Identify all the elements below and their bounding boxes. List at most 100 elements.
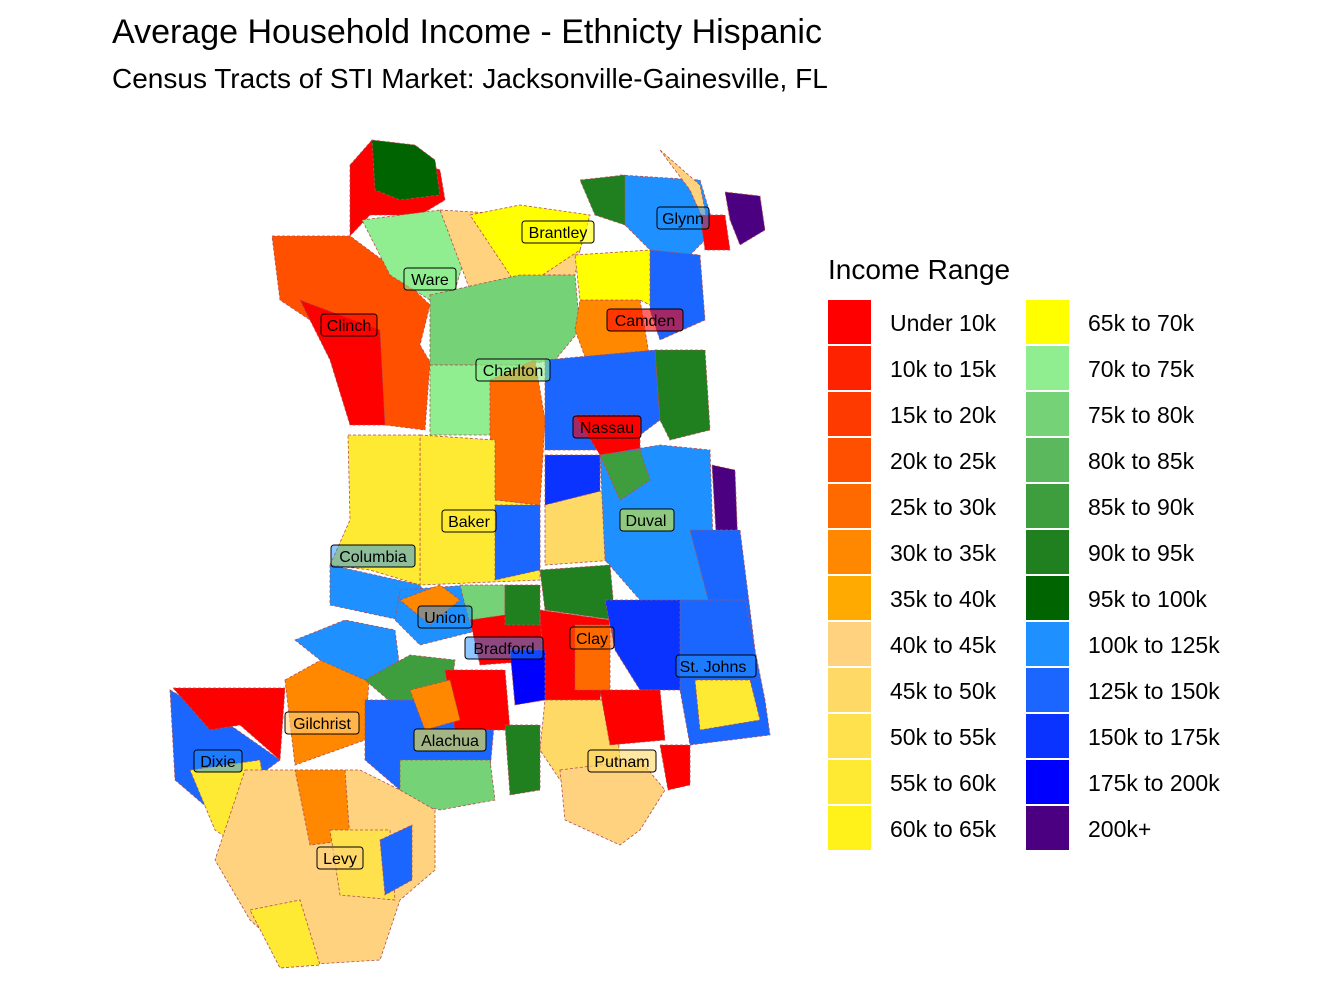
legend-item: 175k to 200k [1026, 760, 1286, 806]
region-putnam-east [659, 744, 691, 791]
legend-item: 100k to 125k [1026, 622, 1286, 668]
svg-text:Baker: Baker [448, 514, 490, 531]
legend-swatch [1026, 300, 1069, 346]
svg-text:Union: Union [424, 610, 466, 627]
legend-label: 85k to 90k [1088, 494, 1195, 520]
legend-item: 80k to 85k [1026, 438, 1286, 484]
county-label-levy: Levy [316, 846, 364, 870]
svg-text:Levy: Levy [323, 851, 357, 868]
legend-item: 60k to 65k [828, 806, 1088, 852]
legend-label: 75k to 80k [1088, 402, 1195, 428]
legend-label: 90k to 95k [1088, 540, 1195, 566]
county-label-glynn: Glynn [656, 206, 710, 230]
legend-item: 200k+ [1026, 806, 1286, 852]
region-alachua-east [504, 724, 541, 796]
legend-title: Income Range [828, 254, 1011, 285]
legend-label: 150k to 175k [1088, 724, 1220, 750]
legend-label: 100k to 125k [1088, 632, 1220, 658]
svg-text:Charlton: Charlton [483, 363, 543, 380]
legend-item: 75k to 80k [1026, 392, 1286, 438]
legend-item: 20k to 25k [828, 438, 1088, 484]
county-label-nassau: Nassau [572, 415, 642, 439]
legend-swatch [828, 576, 871, 622]
legend-swatch [1026, 806, 1069, 852]
svg-text:Ware: Ware [411, 272, 449, 289]
region-union-orange [399, 584, 461, 626]
legend-item: 70k to 75k [1026, 346, 1286, 392]
region-levy-blue [379, 824, 413, 896]
legend-label: 40k to 45k [890, 632, 997, 658]
svg-text:Dixie: Dixie [200, 754, 236, 771]
region-nassau-coast [654, 349, 711, 441]
region-bradford-green [504, 584, 541, 626]
svg-text:Gilchrist: Gilchrist [293, 716, 351, 733]
region-stjohns-yellow [694, 679, 761, 731]
region-duval-green [599, 449, 651, 501]
region-alachua-orange [409, 679, 461, 731]
legend-label: 60k to 65k [890, 816, 997, 842]
svg-text:Bradford: Bradford [473, 641, 534, 658]
region-glynn-rich [724, 191, 766, 246]
svg-text:Putnam: Putnam [594, 754, 649, 771]
svg-text:Camden: Camden [615, 313, 675, 330]
legend-swatch [828, 392, 871, 438]
legend-item: 95k to 100k [1026, 576, 1286, 622]
legend-item: 30k to 35k [828, 530, 1088, 576]
legend-label: 125k to 150k [1088, 678, 1220, 704]
region-baker-blue [494, 504, 541, 581]
legend-item: 65k to 70k [1026, 300, 1286, 346]
legend-swatch [828, 300, 871, 346]
region-glynn-coast [659, 149, 711, 236]
county-label-ware: Ware [403, 267, 457, 291]
legend-item: 45k to 50k [828, 668, 1088, 714]
legend-label: 80k to 85k [1088, 448, 1195, 474]
svg-text:Brantley: Brantley [529, 225, 588, 242]
svg-text:Alachua: Alachua [421, 733, 479, 750]
legend-swatch [1026, 760, 1069, 806]
county-label-columbia: Columbia [330, 544, 416, 568]
county-label-charlton: Charlton [475, 358, 551, 382]
region-dixie-red [172, 687, 286, 761]
legend-swatch [828, 806, 871, 852]
legend-swatch [1026, 714, 1069, 760]
legend-label: 35k to 40k [890, 586, 997, 612]
region-alachua-south [399, 759, 496, 811]
county-label-camden: Camden [606, 308, 684, 332]
legend-label: Under 10k [890, 310, 997, 336]
region-putnam-south [559, 759, 666, 846]
legend-item: 40k to 45k [828, 622, 1088, 668]
county-label-alachua: Alachua [413, 728, 487, 752]
region-putnam [599, 689, 666, 746]
legend-item: 90k to 95k [1026, 530, 1286, 576]
legend-item: 85k to 90k [1026, 484, 1286, 530]
svg-text:Duval: Duval [626, 513, 667, 530]
legend-label: 65k to 70k [1088, 310, 1195, 336]
county-label-gilchrist: Gilchrist [284, 711, 360, 735]
region-glynn-green [579, 174, 626, 226]
svg-text:St. Johns: St. Johns [680, 659, 747, 676]
legend-label: 10k to 15k [890, 356, 997, 382]
legend-label: 175k to 200k [1088, 770, 1220, 796]
svg-text:Clay: Clay [576, 631, 608, 648]
legend-item: 50k to 55k [828, 714, 1088, 760]
legend-item: 125k to 150k [1026, 668, 1286, 714]
legend-item: 55k to 60k [828, 760, 1088, 806]
legend-swatch [828, 484, 871, 530]
county-label-clay: Clay [569, 626, 615, 650]
svg-text:Nassau: Nassau [580, 420, 634, 437]
legend-swatch [828, 760, 871, 806]
legend-swatch [828, 438, 871, 484]
county-label-putnam: Putnam [587, 749, 657, 773]
county-label-bradford: Bradford [464, 636, 544, 660]
legend-item: Under 10k [828, 300, 1088, 346]
region-charlton-east [489, 359, 546, 506]
legend-swatch [828, 346, 871, 392]
legend-swatch [1026, 668, 1069, 714]
legend-item: 150k to 175k [1026, 714, 1286, 760]
legend-label: 95k to 100k [1088, 586, 1207, 612]
legend-swatch [1026, 346, 1069, 392]
region-alachua-blue [509, 649, 546, 706]
county-label-duval: Duval [619, 508, 675, 532]
legend-swatch [1026, 576, 1069, 622]
svg-text:Clinch: Clinch [327, 318, 371, 335]
